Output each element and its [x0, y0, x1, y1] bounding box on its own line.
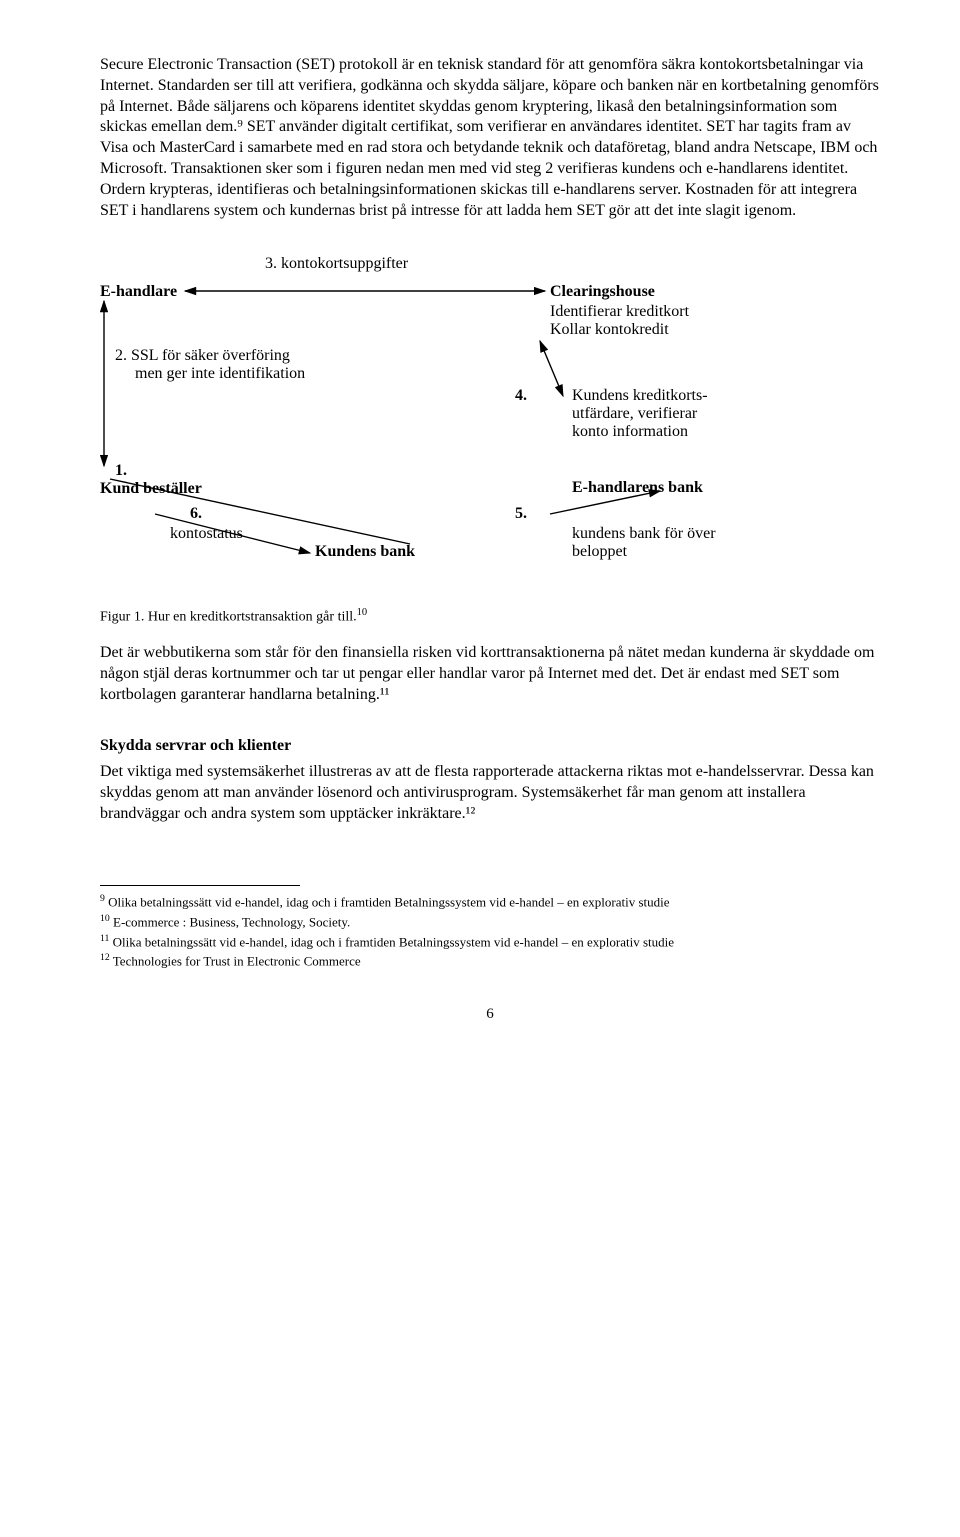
footnote-item: 12 Technologies for Trust in Electronic … — [100, 951, 880, 970]
kundens-bank-node: Kundens bank — [315, 542, 415, 563]
figure-caption-sup: 10 — [357, 607, 368, 618]
step4-label: 4. — [515, 386, 527, 407]
step4-line3: konto information — [572, 422, 688, 443]
footnote-item: 9 Olika betalningssätt vid e-handel, ida… — [100, 892, 880, 911]
footnote-text: Olika betalningssätt vid e-handel, idag … — [113, 934, 674, 949]
footnote-text: E-commerce : Business, Technology, Socie… — [113, 914, 350, 929]
clearinghouse-node: Clearingshouse — [550, 282, 655, 303]
figure-caption: Figur 1. Hur en kreditkortstransaktion g… — [100, 606, 880, 627]
kontostatus-label: kontostatus — [170, 524, 243, 545]
paragraph-2: Det är webbutikerna som står för den fin… — [100, 643, 880, 705]
figure-caption-text: Figur 1. Hur en kreditkortstransaktion g… — [100, 610, 357, 625]
footnote-num: 12 — [100, 952, 110, 963]
section-heading: Skydda servrar och klienter — [100, 736, 880, 757]
clearinghouse-sub2: Kollar kontokredit — [550, 320, 669, 341]
step6-label: 6. — [190, 504, 202, 525]
page-number: 6 — [100, 1005, 880, 1025]
footnote-item: 10 E-commerce : Business, Technology, So… — [100, 912, 880, 931]
footnote-num: 9 — [100, 893, 105, 904]
step5-label: 5. — [515, 504, 527, 525]
set-transaction-diagram: 3. kontokortsuppgifter E-handlare Cleari… — [100, 246, 880, 576]
footnote-item: 11 Olika betalningssätt vid e-handel, id… — [100, 932, 880, 951]
intro-paragraph: Secure Electronic Transaction (SET) prot… — [100, 55, 880, 221]
footnotes: 9 Olika betalningssätt vid e-handel, ida… — [100, 892, 880, 971]
step3-label: 3. kontokortsuppgifter — [265, 254, 408, 275]
footnote-text: Technologies for Trust in Electronic Com… — [113, 954, 361, 969]
footnote-num: 11 — [100, 933, 109, 944]
paragraph-3: Det viktiga med systemsäkerhet illustrer… — [100, 762, 880, 824]
step5-line2: beloppet — [572, 542, 627, 563]
footnote-text: Olika betalningssätt vid e-handel, idag … — [108, 894, 669, 909]
step2-line2: men ger inte identifikation — [135, 364, 305, 385]
footnote-rule — [100, 885, 300, 886]
footnote-num: 10 — [100, 913, 110, 924]
kund-node: Kund beställer — [100, 479, 202, 500]
ehandlarens-bank-node: E-handlarens bank — [572, 478, 703, 499]
ehandlare-node: E-handlare — [100, 282, 177, 303]
